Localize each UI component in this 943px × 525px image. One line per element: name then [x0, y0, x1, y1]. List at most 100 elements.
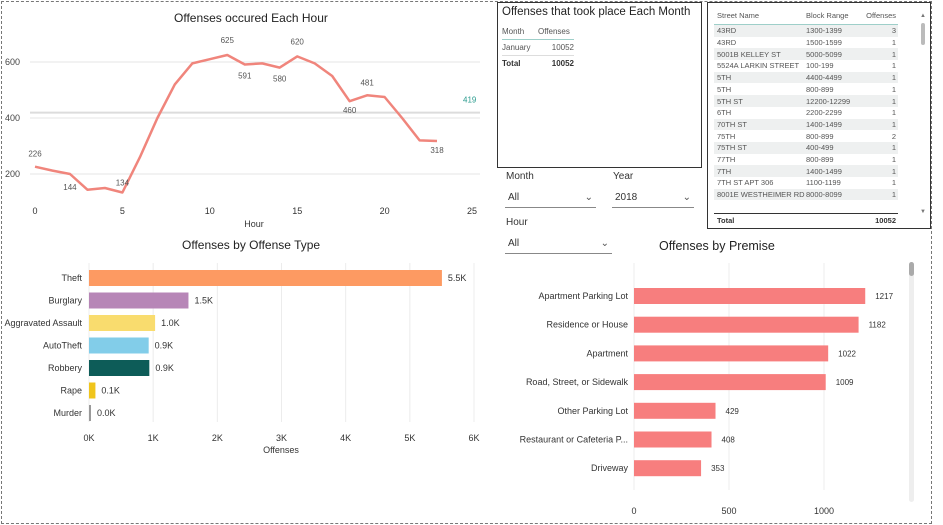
table-row[interactable]: 5TH ST 12200-12299 1	[714, 95, 898, 107]
table-row[interactable]: 5TH 800-899 1	[714, 84, 898, 96]
offenses-cell: 1	[891, 166, 896, 176]
street-name-cell: 5TH	[717, 73, 732, 83]
table-row[interactable]: 43RD 1500-1599 1	[714, 37, 898, 49]
category-label: Road, Street, or Sidewalk	[526, 377, 629, 387]
street-name-cell: 5TH	[717, 84, 732, 94]
hour-filter-value: All	[508, 238, 520, 249]
data-label: 620	[291, 37, 305, 46]
offenses-col-header[interactable]: Offenses	[538, 27, 570, 36]
block-range-cell: 8000-8099	[806, 190, 842, 200]
x-tick-label: 2K	[212, 433, 223, 443]
x-tick-label: 0	[32, 206, 37, 216]
offenses-cell: 1	[891, 119, 896, 129]
bar	[634, 316, 859, 333]
x-tick-label: 3K	[276, 433, 287, 443]
bar	[634, 345, 829, 362]
block-range-cell: 1500-1599	[806, 38, 842, 48]
hourly-chart-title: Offenses occured Each Hour	[174, 11, 328, 25]
bar	[89, 292, 189, 309]
table-row[interactable]: 5TH 4400-4499 1	[714, 71, 898, 84]
x-tick-label: 0	[631, 506, 636, 516]
offenses-cell: 1	[891, 96, 896, 106]
y-tick-label: 400	[5, 113, 20, 123]
table-row[interactable]: 7TH ST APT 306 1100-1199 1	[714, 177, 898, 189]
block-range-cell: 1400-1499	[806, 119, 842, 129]
bar	[89, 337, 149, 354]
data-label: 0.1K	[101, 386, 120, 396]
table-row[interactable]: 5001B KELLEY ST 5000-5099 1	[714, 48, 898, 61]
block-range-cell: 1100-1199	[806, 178, 841, 188]
offenses-cell: 1	[891, 178, 896, 188]
x-tick-label: 6K	[468, 433, 479, 443]
street-name-col-header[interactable]: Street Name	[717, 11, 760, 20]
data-label: 353	[711, 464, 725, 473]
table-row[interactable]: 6TH 2200-2299 1	[714, 107, 898, 119]
total-label: Total	[502, 59, 521, 68]
year-filter-label: Year	[613, 171, 634, 182]
premise-scrollbar[interactable]	[909, 262, 914, 502]
block-range-col-header[interactable]: Block Range	[806, 11, 849, 20]
category-label: Apartment	[586, 348, 628, 358]
data-label: 1009	[836, 378, 854, 387]
data-label: 481	[360, 78, 374, 87]
month-filter-dropdown[interactable]: All ⌄	[505, 188, 596, 208]
table-row[interactable]: 70TH ST 1400-1499 1	[714, 118, 898, 131]
bar	[89, 270, 442, 286]
hour-filter-dropdown[interactable]: All ⌄	[505, 234, 612, 254]
offense-type-bar-chart[interactable]: 0K 1K 2K 3K 4K 5K 6K Offenses Theft 5.5K Burglary 1…	[0, 255, 495, 460]
premise-bar-chart[interactable]: 0 500 1000 Apartment Parking Lot 1217 Residen…	[500, 255, 930, 520]
category-label: Apartment Parking Lot	[538, 291, 628, 301]
offenses-cell: 1	[891, 155, 896, 165]
table-row[interactable]: 77TH 800-899 1	[714, 154, 898, 166]
y-tick-label: 200	[5, 169, 20, 179]
street-table-scrollbar[interactable]: ▲ ▼	[920, 13, 926, 215]
street-name-cell: 7TH ST APT 306	[717, 178, 774, 188]
table-row[interactable]: 43RD 1300-1399 3	[714, 25, 898, 37]
y-tick-label: 600	[5, 57, 20, 67]
table-row[interactable]: 75TH ST 400-499 1	[714, 142, 898, 154]
table-row[interactable]: January 10052	[502, 40, 574, 56]
street-table-header: Street Name Block Range Offenses	[714, 8, 898, 25]
street-table-total: Total 10052	[714, 213, 898, 226]
month-col-header[interactable]: Month	[502, 27, 525, 36]
year-filter-dropdown[interactable]: 2018 ⌄	[612, 188, 694, 208]
street-name-cell: 43RD	[717, 38, 737, 48]
hour-filter-label: Hour	[506, 217, 528, 228]
street-name-cell: 8001E WESTHEIMER RD	[717, 190, 805, 200]
bar	[634, 402, 716, 419]
category-label: Robbery	[48, 363, 83, 373]
data-label: 460	[343, 106, 357, 115]
category-label: Rape	[60, 386, 82, 396]
offenses-cell: 1	[891, 61, 896, 71]
offenses-col-header[interactable]: Offenses	[866, 11, 896, 20]
street-name-cell: 5524A LARKIN STREET	[717, 61, 800, 71]
x-tick-label: 5	[120, 206, 125, 216]
chevron-down-icon: ⌄	[600, 238, 609, 249]
bar	[89, 360, 150, 376]
data-label: 429	[726, 407, 740, 416]
street-table-panel: Street Name Block Range Offenses 43RD 130…	[707, 2, 931, 229]
scroll-down-icon[interactable]: ▼	[920, 209, 926, 215]
table-row[interactable]: 8001E WESTHEIMER RD 8000-8099 1	[714, 188, 898, 201]
street-name-cell: 75TH	[717, 131, 736, 141]
street-name-cell: 75TH ST	[717, 143, 748, 153]
scroll-up-icon[interactable]: ▲	[920, 13, 926, 19]
total-label: Total	[717, 216, 735, 225]
month-table-title: Offenses that took place Each Month	[502, 6, 691, 18]
block-range-cell: 2200-2299	[806, 108, 842, 118]
total-value: 10052	[551, 59, 574, 68]
premise-scroll-thumb[interactable]	[909, 262, 914, 276]
data-label: 0.0K	[97, 408, 116, 418]
scroll-thumb[interactable]	[921, 23, 925, 45]
category-label: Restaurant or Cafeteria P...	[520, 435, 628, 445]
block-range-cell: 12200-12299	[806, 96, 851, 106]
bar	[89, 315, 156, 331]
table-row[interactable]: 7TH 1400-1499 1	[714, 165, 898, 178]
table-row[interactable]: 75TH 800-899 2	[714, 130, 898, 142]
street-name-cell: 77TH	[717, 155, 736, 165]
data-label: 591	[238, 72, 252, 81]
table-row[interactable]: 5524A LARKIN STREET 100-199 1	[714, 60, 898, 72]
block-range-cell: 1300-1399	[806, 26, 842, 36]
block-range-cell: 4400-4499	[806, 73, 842, 83]
